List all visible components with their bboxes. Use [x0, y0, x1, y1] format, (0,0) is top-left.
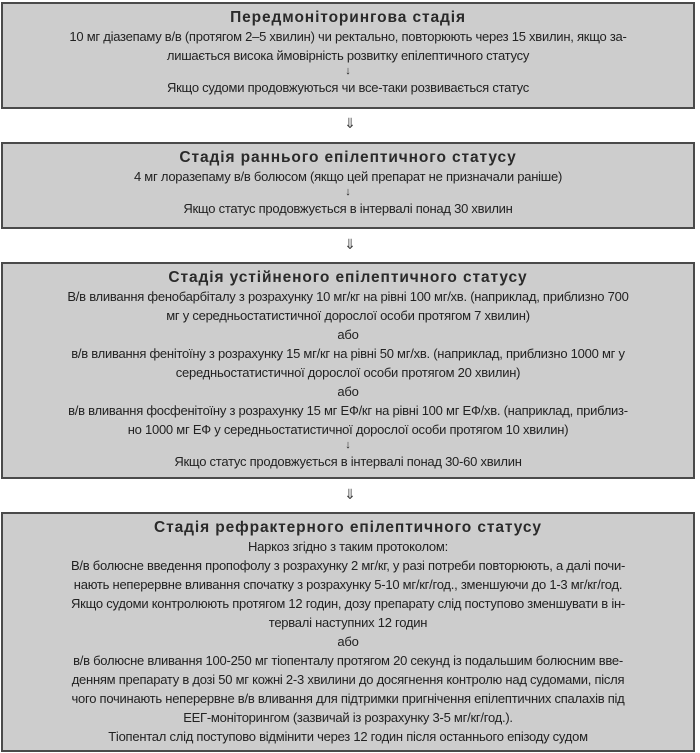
stage-text: но 1000 мг ЕФ у середньостатистичної дор…: [127, 422, 569, 437]
stage-box-established: Стадія устійненого епілептичного статусу…: [1, 262, 695, 479]
stage-condition: Якщо статус продовжується в інтервалі по…: [183, 201, 513, 216]
stage-text: Тіопентал слід поступово відмінити через…: [108, 729, 588, 744]
stage-title: Передмоніторингова стадія: [230, 9, 466, 26]
arrow-down-icon: ↓: [345, 65, 351, 77]
arrow-down-icon: ↓: [345, 186, 351, 198]
stage-text: мг у середньостатистичної дорослої особи…: [166, 308, 530, 323]
stage-title: Стадія рефрактерного епілептичного стату…: [154, 519, 542, 536]
stage-text: в/в вливання фенітоїну з розрахунку 15 м…: [71, 346, 625, 361]
stage-text: В/в вливання фенобарбіталу з розрахунку …: [67, 289, 629, 304]
stage-text: ЕЕГ-моніторингом (зазвичай із розрахунку…: [183, 710, 513, 725]
arrow-down-icon: ↓: [345, 439, 351, 451]
stage-text: лишається висока ймовірність розвитку еп…: [166, 48, 530, 63]
stage-text: середньостатистичної дорослої особи прот…: [175, 365, 521, 380]
double-arrow-down-icon: ⇓: [344, 115, 356, 131]
stage-text: в/в болюсне вливання 100-250 мг тіопента…: [73, 653, 623, 668]
stage-condition: Якщо статус продовжується в інтервалі по…: [174, 454, 522, 469]
stage-text: В/в болюсне введення пропофолу з розраху…: [70, 558, 626, 573]
stage-text: нають неперервне вливання спочатку з роз…: [73, 577, 623, 592]
stage-box-premonitoring: Передмоніторингова стадія 10 мг діазепам…: [1, 2, 695, 109]
stage-condition: Якщо судоми продовжуються чи все-таки ро…: [166, 80, 530, 95]
stage-text: або: [337, 384, 359, 399]
double-arrow-down-icon: ⇓: [344, 486, 356, 502]
stage-text: 4 мг лоразепаму в/в болюсом (якщо цей пр…: [133, 169, 563, 184]
stage-box-early: Стадія раннього епілептичного статусу 4 …: [1, 142, 695, 229]
stage-text: тервалі наступних 12 годин: [268, 615, 428, 630]
stage-text: або: [337, 327, 359, 342]
stage-title: Стадія раннього епілептичного статусу: [179, 149, 517, 166]
stage-text: чого починають неперервне в/в вливання д…: [71, 691, 625, 706]
stage-text: Якщо судоми контролюють протягом 12 годи…: [71, 596, 625, 611]
double-arrow-down-icon: ⇓: [344, 236, 356, 252]
stage-text: Наркоз згідно з таким протоколом:: [248, 539, 448, 554]
stage-text: денням препарату в дозі 50 мг кожні 2-3 …: [71, 672, 625, 687]
stage-text: в/в вливання фосфенітоїну з розрахунку 1…: [68, 403, 628, 418]
stage-title: Стадія устійненого епілептичного статусу: [168, 269, 528, 286]
stage-box-refractory: Стадія рефрактерного епілептичного стату…: [1, 512, 695, 752]
stage-text: або: [337, 634, 359, 649]
stage-text: 10 мг діазепаму в/в (протягом 2–5 хвилин…: [69, 29, 627, 44]
